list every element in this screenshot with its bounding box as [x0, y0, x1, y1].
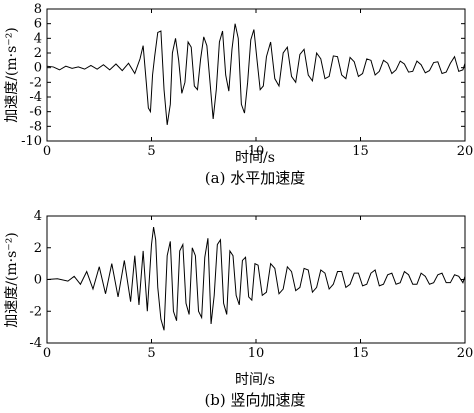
- x-tick-label-b-4: 20: [457, 346, 474, 361]
- ylabel-b: 加速度/(m·s⁻²): [4, 232, 20, 328]
- panel-vertical: 0 5 10 15 20 -4 -2 0 2 4 时间/s 加速度/(m·s⁻²) (b) 竖向加…: [4, 209, 473, 409]
- x-tick-label-a-2: 10: [248, 144, 265, 159]
- x-tick-label-a-3: 15: [352, 144, 369, 159]
- y-tick-label-a-2: -6: [29, 105, 42, 120]
- y-tick-label-b-4: 4: [34, 209, 42, 224]
- ylabel-a: 加速度/(m·s⁻²): [4, 27, 20, 123]
- y-tick-label-a-3: -4: [29, 90, 42, 105]
- x-tick-label-b-2: 10: [248, 346, 265, 361]
- y-tick-label-a-0: -10: [21, 134, 42, 149]
- caption-b: (b) 竖向加速度: [204, 391, 305, 409]
- y-tick-label-a-8: 6: [34, 17, 42, 32]
- y-tick-label-a-7: 4: [34, 31, 42, 46]
- series-line-vertical: [46, 227, 466, 331]
- x-tick-label-a-0: 0: [43, 144, 51, 159]
- y-tick-label-a-1: -8: [29, 119, 42, 134]
- y-tick-label-b-0: -4: [29, 336, 42, 351]
- series-line-horizontal: [46, 23, 466, 125]
- y-tick-label-b-2: 0: [34, 273, 42, 288]
- x-tick-label-a-4: 20: [457, 144, 474, 159]
- y-tick-label-b-3: 2: [34, 241, 42, 256]
- ticks-b: 0 5 10 15 20 -4 -2 0 2 4: [29, 209, 473, 361]
- y-tick-label-b-1: -2: [29, 304, 42, 319]
- xlabel-a: 时间/s: [235, 150, 275, 166]
- y-tick-label-a-4: -2: [29, 75, 42, 90]
- y-tick-label-a-9: 8: [34, 2, 42, 17]
- x-tick-label-b-1: 5: [147, 346, 155, 361]
- plot-frame-b: [46, 215, 466, 344]
- xlabel-b: 时间/s: [235, 372, 275, 388]
- x-tick-label-b-0: 0: [43, 346, 51, 361]
- x-tick-label-a-1: 5: [147, 144, 155, 159]
- caption-a: (a) 水平加速度: [205, 169, 305, 187]
- plot-frame-a: [46, 8, 466, 142]
- y-tick-label-a-5: 0: [34, 61, 42, 76]
- y-tick-label-a-6: 2: [34, 46, 42, 61]
- x-tick-label-b-3: 15: [352, 346, 369, 361]
